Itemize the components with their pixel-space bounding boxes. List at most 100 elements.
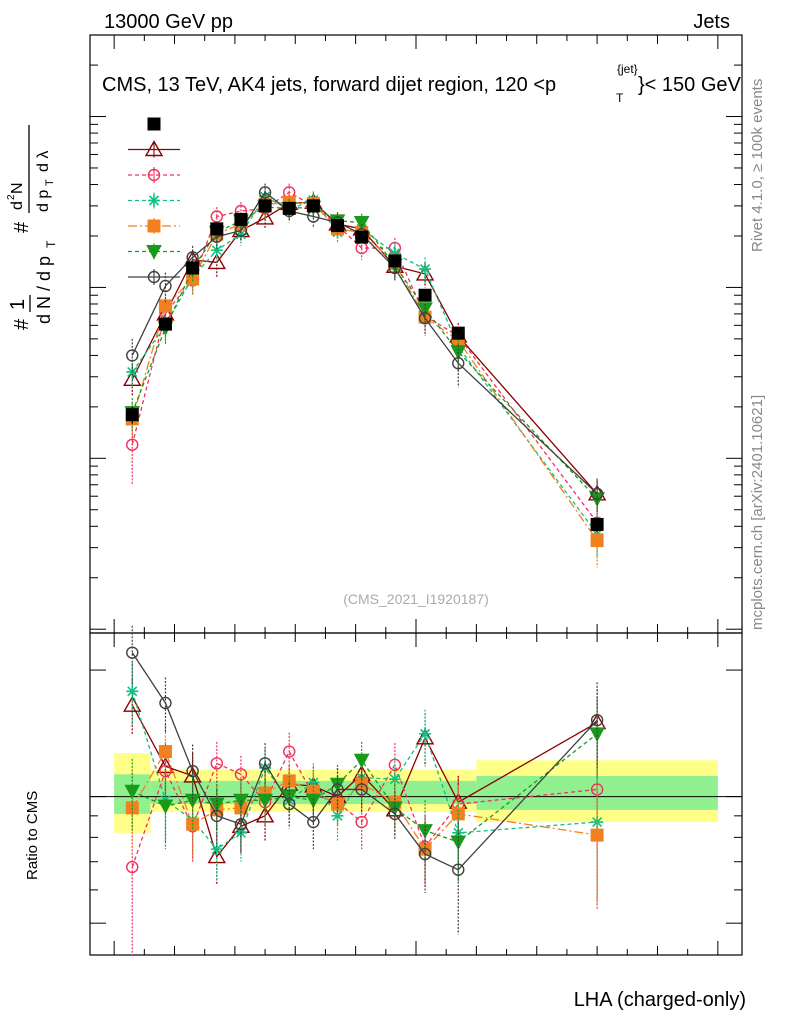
- ratio-line: [131, 704, 598, 858]
- legend-marker: [147, 168, 161, 182]
- ratio-plot-panel: [89, 625, 743, 956]
- svg-text:1: 1: [7, 299, 29, 310]
- title-end: }< 150 GeV: [638, 74, 742, 96]
- svg-text:d N / d p: d N / d p: [34, 256, 54, 324]
- ratio-point: [452, 863, 465, 876]
- ratio-line: [131, 750, 598, 868]
- data-point: [353, 215, 370, 231]
- header-left: 13000 GeV pp: [104, 11, 233, 33]
- data-point: [355, 230, 369, 244]
- data-point: [418, 312, 432, 325]
- data-point: [234, 212, 248, 226]
- data-point: [418, 288, 432, 302]
- ratio-point: [210, 757, 223, 770]
- title-sub: T: [616, 91, 624, 105]
- title-text: CMS, 13 TeV, AK4 jets, forward dijet reg…: [102, 74, 556, 96]
- ratio-line: [131, 750, 598, 851]
- data-point: [590, 534, 604, 548]
- data-point: [388, 247, 401, 260]
- series-pythia-6-428-dw: [124, 197, 605, 516]
- data-point: [210, 222, 224, 236]
- ratio-point: [126, 646, 139, 659]
- data-point: [210, 210, 223, 223]
- ratio-point: [419, 727, 432, 740]
- ratio-series-pythia-6-428-p0: [126, 625, 604, 935]
- ratio-point: [355, 783, 368, 796]
- data-point: [451, 326, 465, 340]
- ratio-point: [388, 758, 402, 772]
- data-point: [126, 438, 139, 451]
- main-plot-panel: [89, 34, 743, 634]
- ratio-point: [126, 860, 139, 874]
- svg-text:d: d: [9, 201, 26, 210]
- data-point: [125, 408, 139, 422]
- data-point: [126, 349, 139, 362]
- ratio-point: [257, 793, 273, 809]
- plot-title: CMS, 13 TeV, AK4 jets, forward dijet reg…: [102, 62, 742, 105]
- ratio-point: [234, 817, 248, 831]
- data-point: [158, 299, 172, 313]
- y-axis-label-main: # 1 d N / d p T # d 2 N d p T d λ: [6, 125, 58, 330]
- ratio-point: [210, 809, 223, 823]
- svg-text:T: T: [44, 240, 58, 248]
- side-note-top: Rivet 4.1.0, ≥ 100k events: [749, 79, 766, 252]
- ratio-point: [124, 784, 141, 800]
- legend-entry-pythia-6-428-atlas-csc: [128, 167, 180, 183]
- ratio-point: [418, 847, 432, 861]
- ratio-point: [355, 815, 368, 829]
- ratio-point: [450, 835, 467, 851]
- ratio-point: [590, 713, 604, 727]
- ratio-point: [258, 757, 272, 770]
- ratio-point: [590, 828, 604, 842]
- side-note-bottom: mcplots.cern.ch [arXiv:2401.10621]: [749, 395, 766, 630]
- legend-entry-pythia-6-428-dw: [128, 243, 180, 260]
- ratio-line: [131, 691, 598, 851]
- ratio-point: [417, 824, 433, 839]
- data-point: [306, 199, 320, 213]
- data-point: [282, 201, 296, 215]
- svg-text:d λ: d λ: [35, 151, 52, 172]
- svg-text:d p: d p: [35, 190, 52, 212]
- series-line: [131, 206, 598, 500]
- data-point: [258, 199, 272, 213]
- ratio-point: [283, 745, 296, 758]
- data-point: [255, 208, 275, 225]
- legend-marker: [144, 140, 164, 157]
- ratio-point: [158, 745, 172, 759]
- svg-text:#: #: [11, 318, 33, 330]
- series-line: [131, 201, 598, 495]
- ratio-point: [388, 807, 402, 821]
- title-sup: {jet}: [617, 62, 638, 76]
- data-point: [590, 517, 604, 531]
- legend-marker: [147, 117, 161, 131]
- ratio-point: [283, 797, 296, 811]
- legend-entry-cms: [147, 117, 161, 131]
- ratio-point: [331, 783, 344, 796]
- ratio-point: [307, 815, 320, 829]
- data-point: [186, 261, 200, 275]
- x-axis-label: LHA (charged-only): [574, 989, 746, 1011]
- data-point: [419, 263, 432, 276]
- ratio-point: [210, 843, 223, 856]
- legend-marker: [148, 194, 160, 207]
- ratio-point: [305, 793, 322, 809]
- analysis-watermark: (CMS_2021_I1920187): [343, 591, 489, 607]
- legend: [128, 117, 180, 285]
- ratio-point: [207, 847, 226, 864]
- data-point: [210, 244, 223, 257]
- header-right: Jets: [693, 11, 730, 33]
- legend-entry-pythia-6-428-default: [128, 218, 180, 234]
- svg-text:#: #: [11, 221, 33, 233]
- legend-entry-pythia-6-428-p0: [128, 269, 180, 285]
- legend-marker: [146, 245, 162, 260]
- svg-text:2: 2: [6, 194, 17, 200]
- data-point: [258, 186, 272, 199]
- main-frame: [89, 34, 743, 634]
- series-line: [131, 195, 598, 535]
- ratio-line: [131, 652, 598, 871]
- data-point: [590, 487, 604, 500]
- series-cms: [125, 199, 604, 533]
- svg-text:N: N: [9, 182, 26, 194]
- ratio-point: [123, 695, 142, 712]
- legend-entry-pythia-6-428-370: [128, 140, 180, 158]
